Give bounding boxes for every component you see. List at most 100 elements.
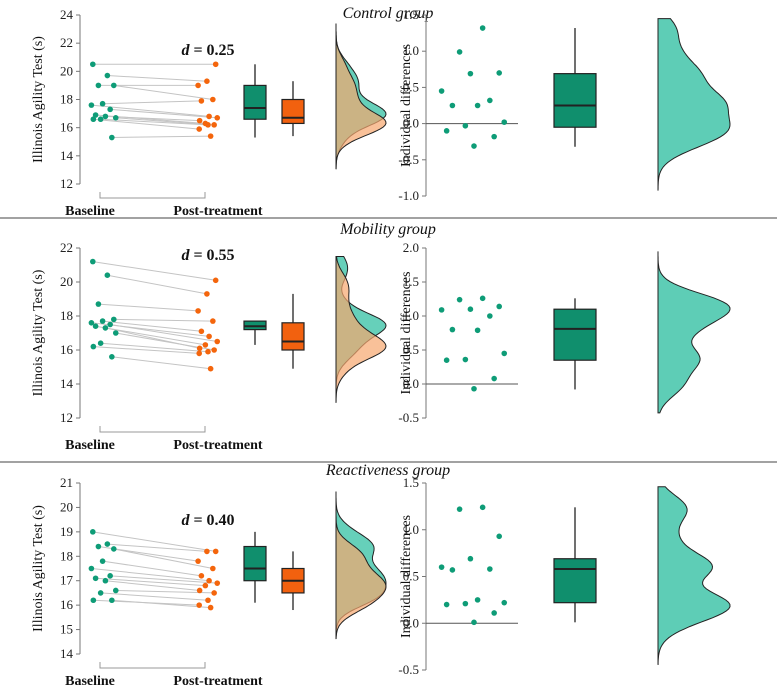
box-post (281, 551, 305, 611)
panel-control: Control group 12 14 16 18 20 22 24 Illinois Agil… (0, 5, 777, 219)
baseline-point (97, 116, 104, 123)
baseline-point (99, 318, 106, 324)
box-baseline (243, 64, 267, 138)
y-tick-label: 20 (60, 499, 73, 514)
paired-line (100, 592, 209, 601)
baseline-point (95, 543, 102, 550)
y-tick-label: 14 (60, 376, 74, 391)
post-point (204, 548, 210, 555)
difference-point (443, 128, 450, 134)
post-point (195, 308, 201, 314)
post-point (196, 117, 203, 124)
difference-point (491, 133, 497, 140)
y-tick-label: 22 (60, 35, 73, 50)
y-tick-label: 12 (60, 410, 73, 425)
diff-y-tick-label: 0.0 (403, 615, 419, 630)
paired-line (92, 261, 216, 281)
diff-y-tick-label: 1.0 (403, 522, 419, 537)
density-pair (335, 491, 387, 640)
density-pair (335, 256, 387, 403)
post-point (207, 365, 214, 372)
x-label-post: Post-treatment (173, 438, 262, 453)
difference-point (501, 119, 508, 125)
diff-axis-label: Individual differences (399, 44, 414, 167)
diff-y-tick-label: 1.5 (403, 274, 419, 289)
post-point (196, 602, 202, 608)
baseline-point (109, 354, 115, 360)
post-point (198, 328, 205, 335)
paired-line (102, 560, 202, 577)
difference-point (456, 296, 463, 303)
panel-title: Reactiveness group (325, 462, 450, 479)
box-differences (553, 28, 597, 147)
paired-line (105, 115, 200, 122)
y-tick-label: 15 (60, 622, 73, 637)
y-tick-label: 20 (60, 274, 73, 289)
difference-point (491, 610, 497, 616)
baseline-point (95, 82, 102, 89)
post-point (205, 597, 211, 604)
difference-point (501, 599, 508, 606)
box-body (243, 545, 267, 582)
baseline-point (90, 61, 96, 68)
difference-point (471, 385, 477, 392)
post-point (212, 277, 219, 284)
diff-y-tick-label: -0.5 (398, 152, 419, 167)
paired-line (115, 117, 215, 126)
effect-size-value: = 0.40 (189, 512, 234, 529)
paired-line (107, 274, 207, 295)
baseline-point (111, 82, 117, 89)
difference-point (471, 143, 477, 149)
post-point (202, 342, 209, 348)
difference-point (467, 70, 474, 77)
density-differences (657, 18, 731, 191)
baseline-point (104, 272, 111, 279)
baseline-point (102, 325, 109, 331)
post-point (206, 113, 212, 120)
density-differences (657, 486, 731, 665)
effect-size-label: d = 0.25 (181, 42, 234, 59)
difference-point (449, 567, 456, 573)
baseline-point (109, 597, 115, 604)
difference-point (449, 326, 456, 333)
baseline-point (102, 113, 109, 120)
paired-line (95, 577, 206, 587)
post-point (212, 548, 219, 555)
baseline-point (99, 100, 106, 107)
y-tick-label: 20 (60, 63, 73, 78)
x-label-post: Post-treatment (173, 674, 262, 689)
diff-y-tick-label: 0.5 (403, 342, 419, 357)
post-point (205, 122, 211, 128)
box-differences (553, 298, 597, 390)
panel-title: Mobility group (339, 221, 436, 238)
paired-line (107, 543, 207, 552)
difference-point (467, 555, 474, 562)
diff-y-tick-label: 1.5 (403, 7, 419, 22)
baseline-point (112, 330, 119, 336)
diff-y-tick-label: 0.0 (403, 116, 419, 131)
box-post (281, 81, 305, 137)
post-point (198, 573, 205, 579)
baseline-point (97, 590, 104, 596)
post-point (206, 333, 212, 340)
difference-point (438, 307, 445, 313)
baseline-point (104, 72, 111, 79)
density-post (335, 23, 387, 169)
post-point (204, 291, 210, 297)
baseline-point (107, 321, 113, 328)
diff-axis-label: Individual differences (399, 272, 414, 395)
difference-point (496, 533, 503, 540)
difference-point (501, 350, 508, 357)
effect-size-value: = 0.25 (189, 42, 234, 59)
y-tick-label: 14 (60, 646, 74, 661)
baseline-point (90, 258, 96, 265)
diff-y-tick-label: 1.0 (403, 308, 419, 323)
diff-axis-label: Individual differences (399, 515, 414, 638)
diff-y-tick-label: -0.5 (398, 410, 419, 425)
difference-point (479, 295, 486, 302)
paired-line (93, 346, 200, 354)
baseline-point (109, 134, 115, 141)
difference-point (462, 600, 469, 607)
difference-point (479, 504, 486, 511)
